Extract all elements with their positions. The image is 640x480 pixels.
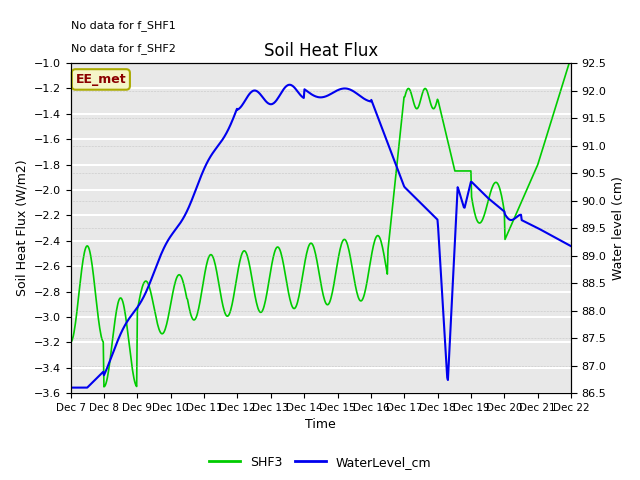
WaterLevel_cm bbox=[567, 243, 575, 249]
WaterLevel_cm bbox=[178, 217, 186, 223]
SHF3 bbox=[76, 285, 83, 290]
Text: No data for f_SHF1: No data for f_SHF1 bbox=[70, 20, 175, 31]
Y-axis label: Soil Heat Flux (W/m2): Soil Heat Flux (W/m2) bbox=[15, 160, 28, 296]
Y-axis label: Water level (cm): Water level (cm) bbox=[612, 176, 625, 280]
WaterLevel_cm bbox=[382, 135, 390, 141]
WaterLevel_cm bbox=[76, 385, 83, 391]
SHF3 bbox=[205, 253, 213, 259]
X-axis label: Time: Time bbox=[305, 419, 336, 432]
SHF3 bbox=[128, 362, 136, 368]
Legend: SHF3, WaterLevel_cm: SHF3, WaterLevel_cm bbox=[204, 451, 436, 474]
WaterLevel_cm bbox=[397, 174, 404, 180]
WaterLevel_cm bbox=[286, 82, 294, 88]
SHF3 bbox=[67, 339, 74, 345]
Title: Soil Heat Flux: Soil Heat Flux bbox=[264, 42, 378, 60]
Text: No data for f_SHF2: No data for f_SHF2 bbox=[70, 43, 175, 54]
SHF3 bbox=[179, 277, 186, 283]
WaterLevel_cm bbox=[127, 313, 135, 319]
Line: WaterLevel_cm: WaterLevel_cm bbox=[70, 85, 571, 388]
SHF3 bbox=[100, 384, 108, 390]
WaterLevel_cm bbox=[205, 157, 212, 163]
WaterLevel_cm bbox=[67, 385, 74, 391]
Text: EE_met: EE_met bbox=[76, 73, 126, 86]
SHF3 bbox=[397, 127, 404, 133]
SHF3 bbox=[567, 54, 575, 60]
Line: SHF3: SHF3 bbox=[70, 57, 571, 387]
SHF3 bbox=[382, 263, 390, 269]
